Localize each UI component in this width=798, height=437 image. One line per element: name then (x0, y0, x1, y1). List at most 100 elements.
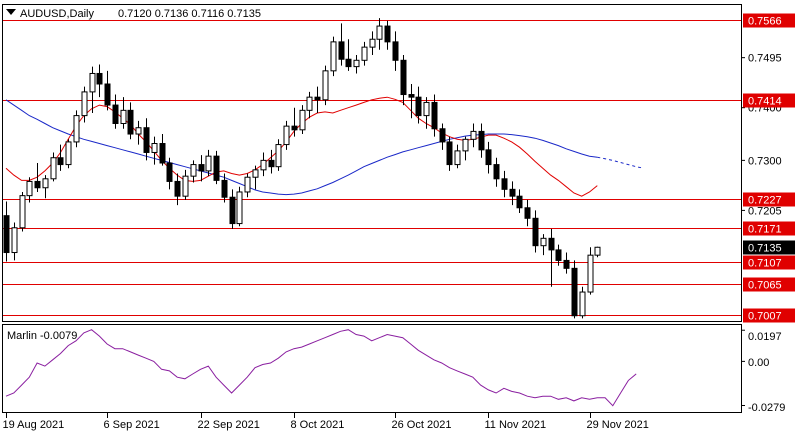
candle-body-bear (166, 162, 173, 182)
candle-body-bull (299, 109, 306, 131)
candle-body-bull (73, 115, 80, 143)
price-tick-label: 0.7495 (748, 53, 782, 65)
candle-body-bear (34, 180, 41, 189)
candle-body-bear (127, 109, 134, 135)
candle-body-bear (516, 195, 523, 209)
candle-body-bull (89, 72, 96, 93)
candle-body-bull (462, 138, 469, 152)
candle (143, 118, 150, 161)
level-tag (743, 221, 795, 236)
candle (532, 210, 539, 253)
candle-body-bear (555, 249, 562, 261)
ma-blue-line-projection (597, 156, 645, 169)
candle (478, 123, 485, 158)
candle-body-bull (540, 237, 547, 247)
candle (182, 169, 189, 200)
candle (431, 94, 438, 137)
candle-body-bear (338, 41, 345, 60)
candle-body-bear (548, 237, 555, 251)
candle (81, 86, 88, 123)
candle (213, 150, 220, 185)
candle (283, 120, 290, 150)
candle-body-bull (470, 130, 477, 140)
candle-body-bull (579, 291, 586, 317)
candle (369, 31, 376, 56)
candle-body-bear (268, 159, 275, 168)
candle (594, 246, 601, 258)
level-label: 0.7065 (748, 280, 782, 292)
candle (376, 18, 383, 50)
indicator-line (5, 329, 637, 407)
level-tag (743, 308, 795, 323)
candle-body-bull (330, 41, 337, 72)
candle-body-bear (493, 164, 500, 180)
candle-body-bull (151, 143, 158, 153)
candle-body-bull (594, 246, 601, 256)
candle-body-bear (104, 83, 111, 106)
candle-body-bull (19, 195, 26, 229)
candle (454, 144, 461, 169)
candle (3, 201, 10, 262)
candle-body-bull (353, 59, 360, 68)
candle (587, 247, 594, 295)
candle (174, 173, 181, 206)
candle (579, 286, 586, 319)
candle-body-bull (135, 127, 142, 135)
candle (229, 189, 236, 229)
candle-body-bear (3, 215, 10, 254)
candle-body-bear (57, 157, 64, 166)
candle-body-bear (408, 94, 415, 98)
symbol-label: AUDUSD,Daily (20, 8, 94, 20)
candle-body-bear (198, 164, 205, 172)
price-panel-frame (2, 4, 742, 322)
candle-body-bull (369, 38, 376, 48)
level-tag (743, 255, 795, 270)
candle (275, 139, 282, 171)
candle (57, 144, 64, 171)
candle-body-bull (361, 46, 368, 61)
candle-body-bear (400, 59, 407, 96)
candle (151, 136, 158, 165)
candle (485, 141, 492, 174)
candle-body-bear (501, 178, 508, 190)
candle-body-bear (291, 125, 298, 131)
candle-body-bear (384, 25, 391, 43)
candle-body-bear (143, 127, 150, 153)
candle (548, 228, 555, 287)
candle (446, 136, 453, 171)
candle (306, 91, 313, 119)
level-tag (743, 277, 795, 292)
candle (291, 107, 298, 137)
date-tick-label: 6 Sep 2021 (104, 419, 160, 431)
level-tag (743, 13, 795, 28)
candle (338, 23, 345, 66)
candle-body-bull (205, 155, 212, 172)
collapse-triangle-icon[interactable] (6, 9, 16, 15)
candle-body-bear (446, 141, 453, 166)
candle-body-bear (221, 179, 228, 198)
candle (555, 244, 562, 266)
candle (322, 65, 329, 106)
candle (190, 160, 197, 183)
candle (260, 152, 267, 177)
candle (415, 86, 422, 124)
level-label: 0.7227 (748, 195, 782, 207)
candle (268, 149, 275, 174)
candle-body-bear (439, 128, 446, 143)
candle (159, 134, 166, 166)
candle (361, 41, 368, 66)
candle-body-bear (314, 96, 321, 101)
candle (400, 55, 407, 106)
candle (392, 31, 399, 71)
candle-body-bear (485, 149, 492, 166)
candle-body-bull (260, 159, 267, 171)
candle (19, 191, 26, 232)
candle (353, 55, 360, 74)
candle (493, 157, 500, 187)
indicator-tick-zero: 0.00 (748, 357, 769, 369)
candle-body-bull (81, 91, 88, 117)
level-tag (743, 192, 795, 207)
candle-body-bear (524, 207, 531, 219)
candle-body-bull (244, 176, 251, 193)
candle (462, 136, 469, 161)
